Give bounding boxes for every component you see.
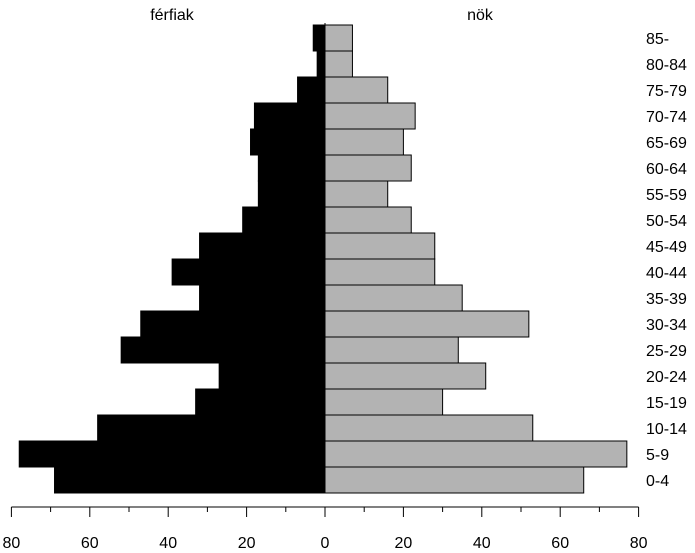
bar-right-20-24 bbox=[324, 362, 487, 390]
bar-left-5-9 bbox=[18, 440, 326, 468]
x-tick-label: 60 bbox=[551, 535, 569, 552]
category-label: 85- bbox=[646, 31, 669, 48]
category-label: 60-64 bbox=[646, 161, 687, 178]
bar-left-85- bbox=[312, 24, 326, 52]
bar-right-50-54 bbox=[324, 206, 412, 234]
bar-left-40-44 bbox=[171, 258, 326, 286]
category-label: 40-44 bbox=[646, 265, 687, 282]
x-tick-label: 80 bbox=[630, 535, 648, 552]
bar-left-25-29 bbox=[120, 336, 326, 364]
x-tick-label: 40 bbox=[473, 535, 491, 552]
bars-layer bbox=[18, 24, 628, 494]
category-label: 15-19 bbox=[646, 395, 687, 412]
bar-left-80-84 bbox=[316, 50, 326, 78]
bar-right-5-9 bbox=[324, 440, 628, 468]
x-axis: 80 60 40 20 0 20 40 60 80 bbox=[3, 23, 648, 552]
bar-left-20-24 bbox=[218, 362, 326, 390]
bar-right-10-14 bbox=[324, 414, 534, 442]
bar-left-15-19 bbox=[195, 388, 326, 416]
bar-left-65-69 bbox=[250, 128, 326, 156]
x-tick-label: 80 bbox=[3, 535, 21, 552]
bar-left-70-74 bbox=[253, 102, 326, 130]
bar-right-35-39 bbox=[324, 284, 463, 312]
category-label: 75-79 bbox=[646, 83, 687, 100]
category-label: 35-39 bbox=[646, 291, 687, 308]
category-label: 5-9 bbox=[646, 447, 669, 464]
series-label-right: nök bbox=[467, 7, 494, 24]
category-label: 20-24 bbox=[646, 369, 687, 386]
bar-left-50-54 bbox=[242, 206, 326, 234]
bar-left-75-79 bbox=[297, 76, 326, 104]
bar-right-40-44 bbox=[324, 258, 436, 286]
bar-right-75-79 bbox=[324, 76, 389, 104]
x-tick-label: 0 bbox=[321, 535, 330, 552]
bar-left-45-49 bbox=[199, 232, 326, 260]
bar-right-15-19 bbox=[324, 388, 444, 416]
bar-right-30-34 bbox=[324, 310, 530, 338]
category-labels: 0-4 5-9 10-14 15-19 20-24 25-29 30-34 35-39 40-4… bbox=[646, 31, 687, 490]
bar-left-60-64 bbox=[257, 154, 326, 182]
category-label: 45-49 bbox=[646, 239, 687, 256]
category-label: 50-54 bbox=[646, 213, 687, 230]
bar-left-35-39 bbox=[199, 284, 326, 312]
bar-right-0-4 bbox=[324, 466, 585, 494]
x-tick-label: 60 bbox=[81, 535, 99, 552]
bar-right-65-69 bbox=[324, 128, 404, 156]
category-label: 25-29 bbox=[646, 343, 687, 360]
category-label: 10-14 bbox=[646, 421, 687, 438]
bar-right-80-84 bbox=[324, 50, 353, 78]
bar-left-0-4 bbox=[54, 466, 326, 494]
bar-left-55-59 bbox=[257, 180, 326, 208]
bar-right-45-49 bbox=[324, 232, 436, 260]
category-label: 80-84 bbox=[646, 57, 687, 74]
bar-right-55-59 bbox=[324, 180, 389, 208]
x-tick-label: 40 bbox=[159, 535, 177, 552]
category-label: 70-74 bbox=[646, 109, 687, 126]
category-label: 0-4 bbox=[646, 473, 669, 490]
bar-right-70-74 bbox=[324, 102, 416, 130]
bar-left-30-34 bbox=[140, 310, 326, 338]
bar-right-60-64 bbox=[324, 154, 412, 182]
category-label: 30-34 bbox=[646, 317, 687, 334]
x-tick-label: 20 bbox=[238, 535, 256, 552]
series-label-left: férfiak bbox=[150, 7, 195, 24]
category-label: 55-59 bbox=[646, 187, 687, 204]
bar-right-85- bbox=[324, 24, 353, 52]
x-tick-label: 20 bbox=[395, 535, 413, 552]
bar-left-10-14 bbox=[97, 414, 326, 442]
category-label: 65-69 bbox=[646, 135, 687, 152]
bar-right-25-29 bbox=[324, 336, 459, 364]
